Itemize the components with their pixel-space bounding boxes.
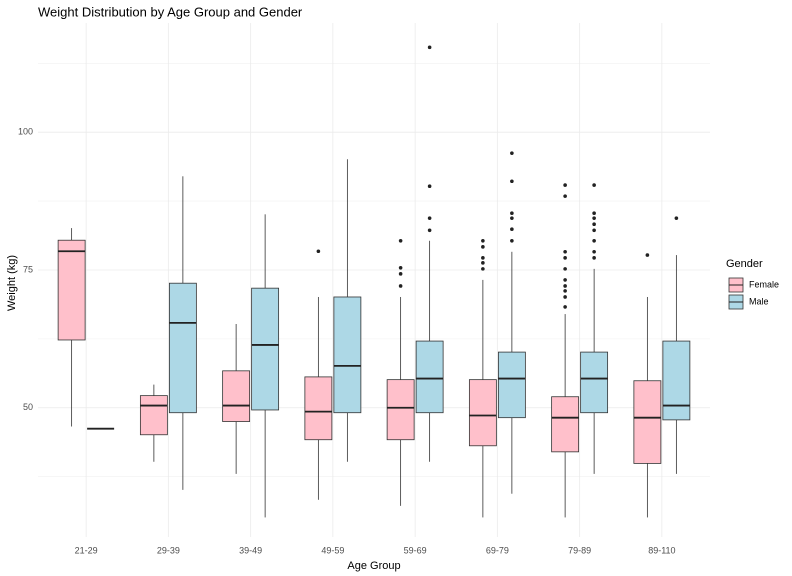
outlier <box>398 284 403 288</box>
box <box>580 351 609 414</box>
outlier <box>563 284 567 288</box>
outlier <box>563 249 567 254</box>
outlier <box>510 227 514 231</box>
x-tick-label: 79-89 <box>568 545 591 555</box>
box <box>468 379 497 447</box>
legend-label: Female <box>749 279 779 289</box>
outlier <box>510 211 514 216</box>
outlier <box>645 253 650 257</box>
chart-title: Weight Distribution by Age Group and Gen… <box>38 4 303 19</box>
legend-label: Male <box>749 296 769 306</box>
outlier <box>592 216 596 220</box>
y-tick-label: 100 <box>18 127 33 137</box>
box <box>551 396 580 453</box>
outlier <box>563 295 567 299</box>
outlier <box>427 228 432 233</box>
outlier <box>427 184 432 189</box>
outlier <box>398 265 403 270</box>
box <box>386 379 415 441</box>
outlier <box>592 249 596 254</box>
outlier <box>563 194 567 198</box>
box <box>333 296 362 414</box>
outlier <box>563 278 567 282</box>
y-tick-label: 75 <box>23 264 33 274</box>
outlier <box>563 183 567 187</box>
outlier <box>510 238 514 243</box>
box <box>57 239 86 341</box>
outlier <box>481 261 485 265</box>
outlier <box>398 272 403 276</box>
outlier <box>592 183 596 187</box>
outlier <box>427 216 432 220</box>
outlier <box>592 222 596 227</box>
outlier <box>674 216 679 220</box>
x-axis-title: Age Group <box>347 560 400 572</box>
box <box>662 340 691 421</box>
y-axis-title: Weight (kg) <box>6 255 18 311</box>
outlier <box>398 238 403 243</box>
x-tick-label: 29-39 <box>157 545 180 555</box>
x-tick-label: 49-59 <box>321 545 344 555</box>
outlier <box>427 45 432 50</box>
outlier <box>592 228 596 233</box>
box <box>304 376 333 441</box>
outlier <box>563 256 567 260</box>
box <box>497 351 526 419</box>
outlier <box>563 305 567 309</box>
x-tick-label: 21-29 <box>75 545 98 555</box>
outlier <box>563 289 567 293</box>
x-tick-label: 89-110 <box>648 545 675 555</box>
outlier <box>481 238 485 243</box>
outlier <box>316 249 321 254</box>
outlier <box>510 151 514 155</box>
outlier <box>481 267 485 271</box>
outlier <box>481 245 485 249</box>
legend-title: Gender <box>726 258 763 270</box>
outlier <box>592 238 596 243</box>
y-tick-label: 50 <box>23 402 33 412</box>
outlier <box>481 256 485 260</box>
box <box>168 282 197 414</box>
outlier <box>510 216 514 220</box>
outlier <box>592 256 596 260</box>
outlier <box>563 267 567 271</box>
box <box>251 287 280 411</box>
x-tick-label: 69-79 <box>486 545 509 555</box>
x-tick-label: 59-69 <box>404 545 427 555</box>
box <box>633 380 662 464</box>
box <box>139 395 168 436</box>
outlier <box>510 179 514 184</box>
box <box>222 370 251 422</box>
box <box>415 340 444 414</box>
outlier <box>592 211 596 216</box>
x-tick-label: 39-49 <box>239 545 262 555</box>
